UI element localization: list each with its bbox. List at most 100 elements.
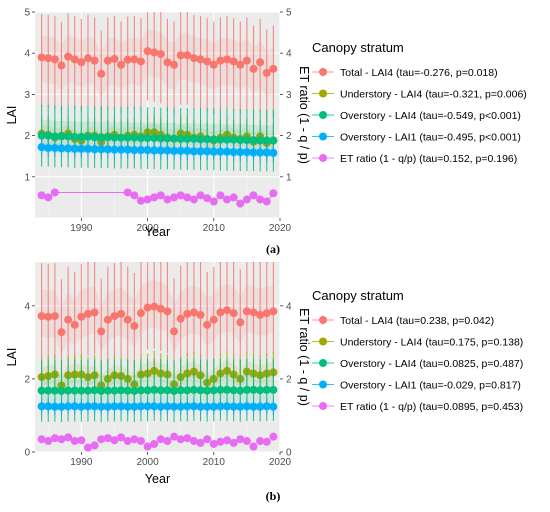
data-point [103,145,112,154]
x-tick-label: 2000 [136,457,159,468]
data-point [50,132,59,141]
data-point [242,307,251,316]
y2-tick-label: 5 [286,8,292,19]
data-point [229,135,238,144]
data-point [44,437,53,446]
data-point [83,443,92,452]
data-point [223,402,232,411]
data-point [223,55,232,64]
data-point [256,136,265,145]
legend-title: Canopy stratum [312,288,404,303]
data-point [103,56,112,65]
data-point [223,147,232,156]
data-point [70,55,79,64]
data-point [143,47,152,56]
data-point [143,402,152,411]
series-total [37,262,278,375]
data-point [44,312,53,321]
x-tick-label: 2010 [203,457,226,468]
plot-background [35,12,280,218]
data-point [262,68,271,77]
data-point [97,327,106,336]
data-point [163,402,172,411]
data-point [189,195,198,204]
data-point [136,402,145,411]
data-point [269,148,278,157]
data-point [143,386,152,395]
data-point [203,147,212,156]
data-point [143,303,152,312]
y-tick-label: 4 [24,49,30,60]
data-point [130,402,139,411]
y2-tick-label: 4 [286,301,292,312]
data-point [176,402,185,411]
data-point [77,386,86,395]
data-point [83,309,92,318]
data-point [229,402,238,411]
data-point [269,64,278,73]
data-point [156,435,165,444]
data-point [236,148,245,157]
y-tick-label: 0 [24,448,30,459]
series-et_ratio [37,432,278,452]
data-point [117,309,126,318]
legend-key-et_ratio [319,154,327,162]
data-point [242,437,251,446]
data-point [44,386,53,395]
data-point [262,148,271,157]
series-band [41,29,274,99]
data-point [256,386,265,395]
data-point [83,402,92,411]
y-axis-title: LAI [5,348,19,367]
data-point [44,402,53,411]
data-point [150,439,159,448]
data-point [123,55,132,64]
data-point [70,402,79,411]
data-point [176,386,185,395]
data-point [103,315,112,324]
data-point [123,437,132,446]
data-point [163,307,172,316]
series-et_ratio [37,188,278,208]
legend-label-et_ratio: ET ratio (1 - q/p) (tau=0.0895, p=0.453) [340,401,523,413]
data-point [242,385,251,394]
data-point [77,58,86,67]
data-point [156,50,165,59]
y2-axis-title: ET ratio (1 - q / p) [297,308,311,406]
data-point [83,386,92,395]
data-point [130,435,139,444]
data-point [249,64,258,73]
data-point [156,134,165,143]
data-point [189,54,198,63]
data-point [50,312,59,321]
data-point [189,147,198,156]
y2-tick-label: 3 [286,90,292,101]
data-point [136,196,145,205]
panel-label: (a) [266,242,280,256]
data-point [64,386,73,395]
data-point [209,60,218,69]
data-point [150,134,159,143]
data-point [136,437,145,446]
data-point [64,433,73,442]
data-point [123,386,132,395]
data-point [223,195,232,204]
data-point [50,434,59,443]
data-point [183,309,192,318]
data-point [183,146,192,155]
data-point [203,135,212,144]
data-point [50,188,59,197]
data-point [209,135,218,144]
data-point [64,144,73,153]
data-point [216,191,225,200]
data-point [50,143,59,152]
data-point [236,60,245,69]
data-point [189,308,198,317]
data-point [57,435,66,444]
data-point [44,143,53,152]
data-point [269,189,278,198]
data-point [123,315,132,324]
x-tick-label: 1990 [70,223,93,234]
data-point [216,135,225,144]
y-axis-title: LAI [5,106,19,125]
